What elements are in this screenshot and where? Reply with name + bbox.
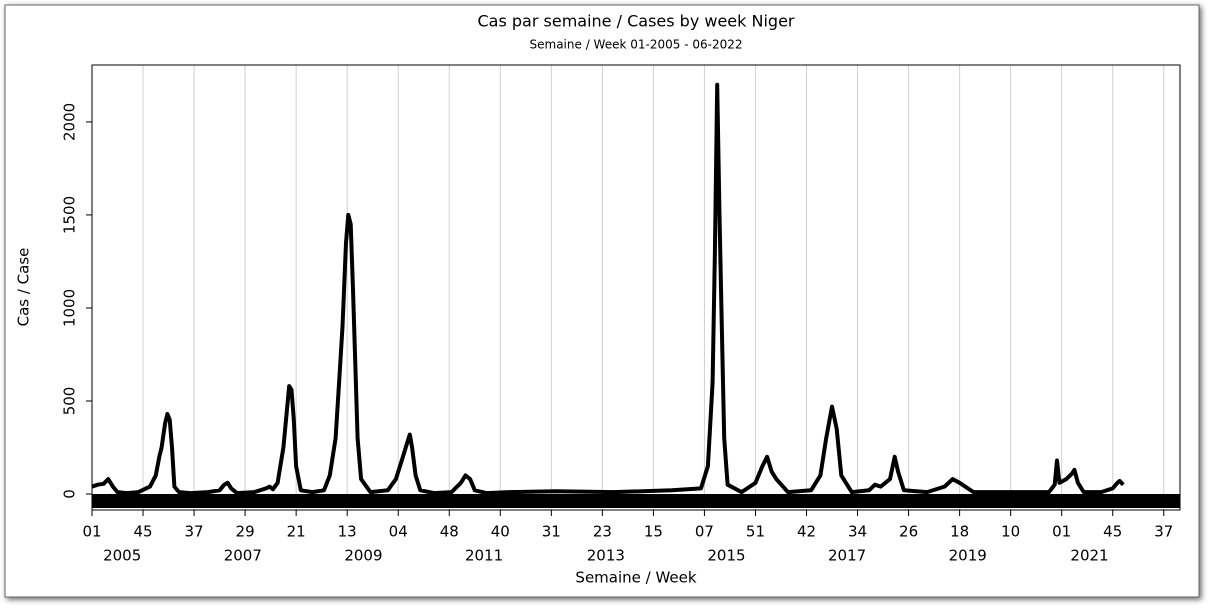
- x-axis-label: Semaine / Week: [575, 569, 696, 587]
- year-label: 2009: [344, 547, 382, 565]
- x-tick-label: 42: [797, 523, 816, 541]
- year-label: 2019: [949, 547, 987, 565]
- chart-title: Cas par semaine / Cases by week Niger: [478, 12, 795, 31]
- x-tick-label: 07: [695, 523, 714, 541]
- year-label: 2013: [587, 547, 625, 565]
- x-tick-label: 18: [950, 523, 969, 541]
- x-tick-label: 15: [644, 523, 663, 541]
- x-tick-label: 51: [746, 523, 765, 541]
- x-tick-label: 48: [440, 523, 459, 541]
- y-axis-label: Cas / Case: [15, 248, 33, 327]
- x-tick-label: 21: [287, 523, 306, 541]
- x-tick-label: 45: [133, 523, 152, 541]
- y-tick-label: 1500: [61, 196, 79, 234]
- year-label: 2015: [707, 547, 745, 565]
- x-tick-label: 40: [491, 523, 510, 541]
- x-tick-label: 37: [1154, 523, 1173, 541]
- x-tick-label: 31: [542, 523, 561, 541]
- x-tick-label: 01: [1052, 523, 1071, 541]
- data-line: [91, 82, 1125, 496]
- plot: [91, 82, 1125, 496]
- year-label: 2021: [1070, 547, 1108, 565]
- year-label: 2017: [828, 547, 866, 565]
- x-tick-label: 34: [848, 523, 867, 541]
- x-tick-label: 26: [899, 523, 918, 541]
- x-tick-label: 23: [593, 523, 612, 541]
- y-tick-label: 1000: [61, 289, 79, 327]
- year-label: 2011: [465, 547, 503, 565]
- year-label: 2005: [103, 547, 141, 565]
- x-tick-label: 01: [82, 523, 101, 541]
- year-label: 2007: [224, 547, 262, 565]
- x-tick-label: 29: [236, 523, 255, 541]
- y-tick-label: 2000: [61, 103, 79, 141]
- x-tick-label: 37: [185, 523, 204, 541]
- x-tick-label: 13: [338, 523, 357, 541]
- x-tick-label: 10: [1001, 523, 1020, 541]
- x-tick-label: 45: [1103, 523, 1122, 541]
- plot-frame: [91, 64, 1181, 511]
- y-tick-label: 0: [61, 489, 79, 499]
- chart-subtitle: Semaine / Week 01-2005 - 06-2022: [530, 38, 743, 52]
- x-tick-label: 04: [389, 523, 408, 541]
- baseline-band: [92, 494, 1180, 508]
- y-tick-label: 500: [61, 387, 79, 416]
